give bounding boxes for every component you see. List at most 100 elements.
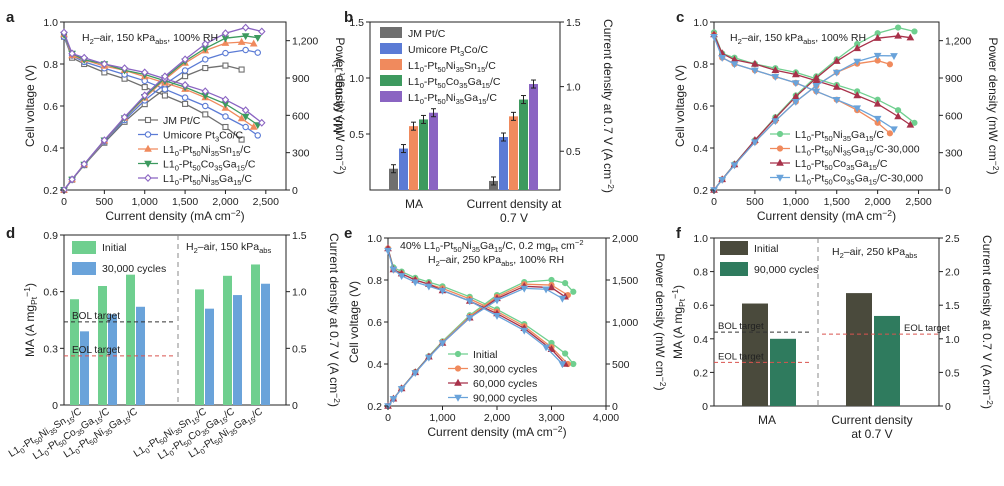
- data-point: [791, 70, 800, 78]
- data-point: [258, 27, 266, 36]
- data-point: [886, 130, 894, 137]
- data-point: [542, 344, 550, 352]
- data-point: [771, 73, 780, 81]
- bar: [108, 314, 117, 405]
- y2-axis-tick-label: 2,000: [612, 233, 638, 245]
- legend-swatch: [380, 43, 402, 54]
- y2-axis-tick-label: 2.5: [945, 233, 960, 245]
- x-axis-tick-label: 2,000: [864, 196, 890, 208]
- x-axis-tick-label: 1,500: [172, 196, 198, 208]
- legend-label: 90,000 cycles: [754, 264, 818, 276]
- legend-label: L10​-Pt50​Ni35​Sn15​/C: [163, 144, 251, 158]
- data-point: [730, 162, 739, 170]
- legend-swatch: [380, 27, 402, 38]
- bar: [874, 315, 900, 406]
- y-axis-tick-label: 0.6: [43, 101, 58, 113]
- y2-axis-tick-label: 1.0: [945, 334, 960, 346]
- y-axis-tick-label: 0.8: [43, 59, 58, 71]
- legend-label: L10​-Pt50​Ni35​Sn15​/C: [408, 60, 496, 74]
- data-point: [120, 64, 129, 73]
- data-point: [438, 340, 447, 348]
- data-point: [389, 266, 398, 274]
- x-axis-tick-label: 0: [711, 196, 717, 208]
- bar: [519, 99, 528, 190]
- data-point: [894, 112, 902, 120]
- data-point: [911, 119, 918, 126]
- data-point: [397, 273, 406, 281]
- bar: [233, 295, 242, 405]
- y-axis-tick-label: 0: [52, 400, 58, 412]
- y2-axis-tick-label: 300: [945, 148, 963, 160]
- y2-axis-label: Power density (mW cm−2​): [333, 37, 348, 174]
- y-axis-tick-label: 0.8: [693, 267, 708, 279]
- legend-label: 30,000 cycles: [473, 364, 537, 376]
- data-point: [873, 33, 882, 41]
- x-axis-tick-label: 3,000: [538, 412, 564, 424]
- legend-label: JM Pt/C: [408, 28, 446, 40]
- y-axis-tick-label: 0.8: [367, 275, 382, 287]
- data-point: [254, 132, 261, 139]
- data-point: [389, 396, 398, 404]
- y2-axis-tick-label: 1,200: [292, 36, 318, 48]
- y-axis-tick-label: 1.5: [349, 17, 364, 29]
- data-point: [890, 53, 898, 61]
- legend-marker: [454, 350, 462, 358]
- data-point: [791, 98, 800, 106]
- data-point: [832, 56, 841, 64]
- x-axis-tick-label: 0: [385, 412, 391, 424]
- y-axis-tick-label: 0.6: [367, 317, 382, 329]
- data-point: [493, 297, 501, 305]
- data-point: [570, 288, 577, 295]
- y2-axis-tick-label: 0.5: [566, 146, 581, 158]
- y-axis-tick-label: 0.2: [693, 185, 708, 197]
- data-point: [438, 287, 447, 295]
- data-point: [141, 84, 148, 91]
- y-axis-tick-label: 0.2: [693, 367, 708, 379]
- x-axis-tick-label: 2,500: [253, 196, 279, 208]
- y-axis-tick-label: 0: [702, 401, 708, 413]
- bar: [70, 299, 79, 405]
- category-label: L10​-Pt50​Ni35​Ga15​/C: [187, 406, 266, 462]
- data-point: [249, 122, 258, 130]
- data-point: [222, 49, 229, 57]
- panel-letter-c: c: [676, 9, 684, 26]
- y2-axis-tick-label: 0: [292, 185, 298, 197]
- legend-marker: [454, 365, 462, 372]
- y-axis-label: Cell voltage (V): [347, 281, 361, 363]
- data-point: [548, 276, 555, 284]
- series-line-power: [713, 59, 891, 191]
- legend-label: L10​-Pt50​Ni35​Ga15​/C: [408, 92, 497, 106]
- eol-target-label: EOL target: [904, 323, 950, 334]
- y-axis-tick-label: 0.8: [693, 59, 708, 71]
- data-point: [570, 360, 577, 368]
- data-point: [202, 111, 209, 118]
- data-point: [911, 28, 918, 35]
- data-point: [832, 69, 841, 77]
- data-point: [384, 247, 392, 255]
- bar: [846, 293, 872, 406]
- data-point: [547, 345, 556, 352]
- legend-swatch: [720, 262, 748, 276]
- data-point: [812, 73, 821, 81]
- eol-target-label: EOL target: [72, 345, 120, 356]
- data-point: [853, 105, 862, 113]
- data-point: [886, 61, 894, 68]
- legend-marker: [776, 130, 784, 138]
- data-point: [100, 59, 109, 69]
- bar: [399, 148, 408, 190]
- x-axis-tick-label: 0: [61, 196, 67, 208]
- legend-label: Umicore Pt3​Co/C: [408, 44, 488, 58]
- series-line-voltage: [387, 250, 563, 365]
- plot-frame: [713, 237, 940, 407]
- bar: [80, 331, 89, 405]
- data-point: [812, 83, 821, 90]
- series-line-voltage: [63, 36, 259, 136]
- y2-axis-tick-label: 1.0: [292, 287, 307, 299]
- legend-marker: [454, 394, 462, 402]
- y-axis-tick-label: 1.0: [693, 233, 708, 245]
- data-point: [60, 28, 68, 37]
- data-point: [221, 95, 230, 104]
- data-point: [241, 113, 250, 121]
- bar: [770, 338, 796, 406]
- data-point: [558, 295, 567, 303]
